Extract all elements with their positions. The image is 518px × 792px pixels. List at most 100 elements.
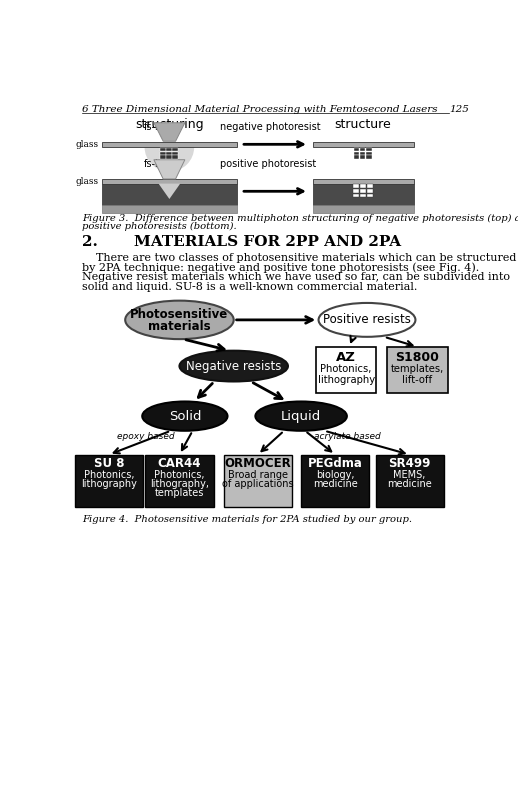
Ellipse shape [125, 301, 234, 339]
Bar [313, 179, 413, 184]
Bar [316, 347, 376, 393]
Text: 6 Three Dimensional Material Processing with Femtosecond Lasers: 6 Three Dimensional Material Processing … [82, 105, 437, 114]
Bar [313, 184, 413, 205]
Ellipse shape [319, 303, 415, 337]
Text: templates,: templates, [391, 364, 444, 374]
Bar [166, 151, 171, 154]
Bar [313, 205, 413, 213]
Bar [366, 148, 371, 150]
Polygon shape [154, 160, 185, 179]
Ellipse shape [179, 351, 288, 382]
Text: Figure 4.  Photosensitive materials for 2PA studied by our group.: Figure 4. Photosensitive materials for 2… [82, 515, 412, 524]
Text: SU 8: SU 8 [94, 457, 124, 470]
Bar [367, 193, 373, 197]
Text: CAR44: CAR44 [157, 457, 201, 470]
Bar [353, 185, 359, 188]
Text: fs-laser: fs-laser [143, 159, 180, 169]
Text: AZ: AZ [336, 351, 356, 364]
Text: biology,: biology, [316, 470, 354, 480]
Bar [360, 148, 366, 150]
Bar [160, 148, 165, 150]
Circle shape [145, 123, 194, 172]
Text: structuring: structuring [135, 118, 204, 131]
Text: templates: templates [155, 488, 204, 498]
Text: Negative resist materials which we have used so far, can be subdivided into: Negative resist materials which we have … [82, 272, 510, 282]
Bar [376, 455, 444, 507]
Text: Solid: Solid [169, 409, 201, 423]
Bar [301, 455, 369, 507]
Text: Negative resists: Negative resists [186, 360, 281, 372]
Bar [224, 455, 292, 507]
Text: epoxy based: epoxy based [117, 432, 175, 441]
Text: PEGdma: PEGdma [308, 457, 363, 470]
Text: ORMOCER: ORMOCER [224, 457, 291, 470]
Bar [360, 151, 366, 154]
Bar [160, 151, 165, 154]
Text: lithography: lithography [318, 375, 375, 385]
Bar [166, 155, 171, 158]
Bar [142, 120, 196, 147]
Text: by 2PA technique: negative and positive tone photoresists (see Fig. 4).: by 2PA technique: negative and positive … [82, 262, 479, 273]
Bar [172, 151, 178, 154]
Text: Figure 3.  Difference between multiphoton structuring of negative photoresists (: Figure 3. Difference between multiphoton… [82, 214, 518, 223]
Text: solid and liquid. SU-8 is a well-known commercial material.: solid and liquid. SU-8 is a well-known c… [82, 282, 417, 291]
Text: structure: structure [335, 118, 392, 131]
Bar [359, 185, 366, 188]
Bar [359, 189, 366, 192]
Bar [359, 193, 366, 197]
Text: glass: glass [75, 177, 98, 186]
Bar [366, 151, 371, 154]
Text: glass: glass [75, 140, 98, 149]
Bar [360, 155, 366, 158]
Text: lithography: lithography [81, 479, 137, 489]
Text: S1800: S1800 [395, 351, 439, 364]
Text: MEMS,: MEMS, [394, 470, 426, 480]
Bar [146, 455, 213, 507]
Bar [354, 155, 359, 158]
Text: Positive resists: Positive resists [323, 314, 411, 326]
Text: Photosensitive: Photosensitive [131, 308, 228, 321]
Bar [367, 185, 373, 188]
Bar [102, 184, 237, 205]
Text: MATERIALS FOR 2PP AND 2PA: MATERIALS FOR 2PP AND 2PA [135, 235, 401, 249]
Bar [353, 193, 359, 197]
Bar [354, 148, 359, 150]
Text: Photonics,: Photonics, [84, 470, 134, 480]
Text: Broad range: Broad range [228, 470, 287, 480]
Text: medicine: medicine [387, 479, 432, 489]
Ellipse shape [255, 402, 347, 431]
Polygon shape [159, 184, 180, 199]
Bar [313, 142, 413, 147]
Text: negative photoresist: negative photoresist [220, 122, 320, 132]
Bar [160, 155, 165, 158]
Bar [102, 205, 237, 213]
Text: positive photoresist: positive photoresist [220, 159, 316, 169]
Text: Liquid: Liquid [281, 409, 321, 423]
Bar [366, 155, 371, 158]
Bar [353, 189, 359, 192]
Bar [166, 148, 171, 150]
Bar [172, 155, 178, 158]
Text: of applications: of applications [222, 479, 294, 489]
Text: Photonics,: Photonics, [321, 364, 372, 374]
Polygon shape [154, 123, 185, 141]
Text: Photonics,: Photonics, [154, 470, 205, 480]
Bar [75, 455, 143, 507]
Text: lift-off: lift-off [402, 375, 433, 385]
Ellipse shape [142, 402, 227, 431]
Text: acrylate based: acrylate based [314, 432, 381, 441]
Bar [367, 189, 373, 192]
Text: fs-laser: fs-laser [143, 122, 180, 132]
Text: medicine: medicine [313, 479, 357, 489]
Text: positive photoresists (bottom).: positive photoresists (bottom). [82, 222, 236, 231]
Bar [387, 347, 448, 393]
Text: materials: materials [148, 319, 211, 333]
Text: There are two classes of photosensitive materials which can be structured: There are two classes of photosensitive … [82, 253, 516, 263]
Text: 125: 125 [449, 105, 469, 114]
Bar [172, 148, 178, 150]
Bar [354, 151, 359, 154]
Bar [102, 179, 237, 184]
Text: 2.: 2. [82, 235, 98, 249]
Text: SR499: SR499 [388, 457, 431, 470]
Bar [102, 142, 237, 147]
